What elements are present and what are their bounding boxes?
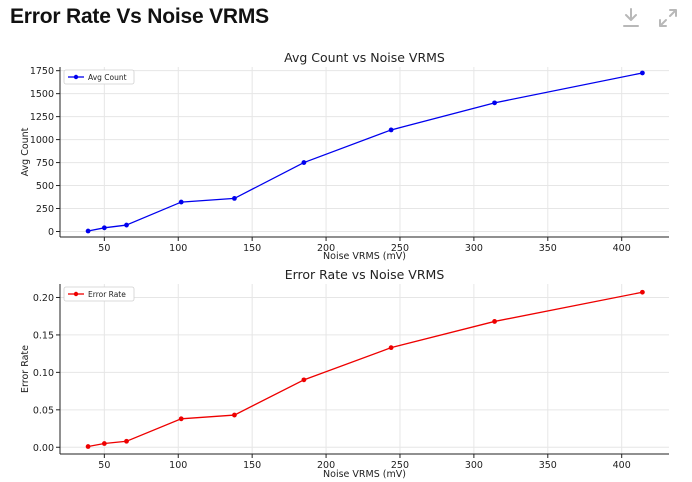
y-tick-label: 0.00 [33, 443, 54, 454]
legend-marker [73, 74, 79, 80]
y-tick-label: 0.20 [33, 293, 54, 304]
data-point [492, 100, 497, 106]
data-point [301, 377, 307, 383]
y-tick-label: 0 [48, 227, 54, 238]
download-icon [623, 8, 639, 27]
chart-2: 50 100 150 200 250 300 350 400 0.00 0.05 0.10 0.15 0… [20, 267, 669, 480]
data-point [639, 289, 645, 295]
legend: Error Rate [63, 286, 135, 302]
y-tick-label: 1750 [30, 66, 54, 77]
series-line [87, 72, 643, 232]
data-point [85, 228, 91, 234]
y-tick-label: 250 [36, 204, 54, 215]
data-point [232, 196, 237, 201]
legend-box [63, 69, 135, 85]
chart-title: Error Rate vs Noise VRMS [285, 267, 445, 282]
x-axis-label: Noise VRMS (mV) [323, 251, 406, 262]
x-tick-label: 200 [317, 243, 335, 254]
data-point [492, 319, 497, 324]
y-axis-label: Avg Count [20, 127, 31, 176]
x-tick-label: 400 [613, 243, 631, 254]
page-title: Error Rate Vs Noise VRMS [10, 5, 269, 28]
data-point [178, 199, 184, 205]
y-tick-label: 750 [36, 158, 54, 169]
x-tick-label: 350 [539, 460, 557, 471]
x-tick-label: 150 [243, 460, 261, 471]
data-point [101, 225, 107, 231]
y-tick-label: 0.15 [33, 330, 54, 341]
x-tick-label: 300 [465, 243, 483, 254]
legend-box [63, 286, 135, 302]
x-tick-label: 100 [169, 460, 187, 471]
data-point [124, 438, 129, 444]
data-point [639, 70, 645, 76]
x-axis-label: Noise VRMS (mV) [323, 469, 406, 480]
x-tick-label: 50 [98, 243, 110, 254]
data-point [178, 416, 184, 422]
data-point [85, 444, 91, 449]
expand-icon [659, 9, 677, 27]
x-tick-label: 300 [465, 460, 483, 471]
x-tick-label: 150 [243, 243, 261, 254]
y-axis-label: Error Rate [20, 345, 31, 393]
x-tick-label: 250 [391, 243, 409, 254]
data-point [388, 127, 394, 133]
x-tick-label: 50 [98, 460, 110, 471]
download-button[interactable] [619, 6, 643, 30]
y-tick-label: 0.10 [33, 368, 54, 379]
data-point [124, 222, 129, 228]
expand-button[interactable] [656, 6, 680, 30]
legend-label: Error Rate [88, 290, 126, 299]
legend-label: Avg Count [88, 73, 127, 82]
data-point [388, 345, 394, 351]
x-tick-label: 200 [317, 460, 335, 471]
data-point [301, 160, 307, 165]
legend: Avg Count [63, 69, 135, 85]
chart-1: 50 100 150 200 250 300 350 400 0 250 500 750 1000 125… [20, 50, 669, 262]
y-tick-label: 1000 [30, 135, 54, 146]
y-tick-label: 0.05 [33, 405, 54, 416]
y-tick-label: 1250 [30, 112, 54, 123]
data-point [232, 412, 237, 418]
series-line [87, 291, 643, 448]
data-point [101, 441, 107, 446]
y-tick-label: 500 [36, 181, 54, 192]
x-tick-label: 100 [169, 243, 187, 254]
x-tick-label: 250 [391, 460, 409, 471]
x-tick-label: 400 [613, 460, 631, 471]
x-tick-label: 350 [539, 243, 557, 254]
chart-title: Avg Count vs Noise VRMS [284, 50, 445, 65]
legend-marker [73, 291, 79, 297]
y-tick-label: 1500 [30, 89, 54, 100]
